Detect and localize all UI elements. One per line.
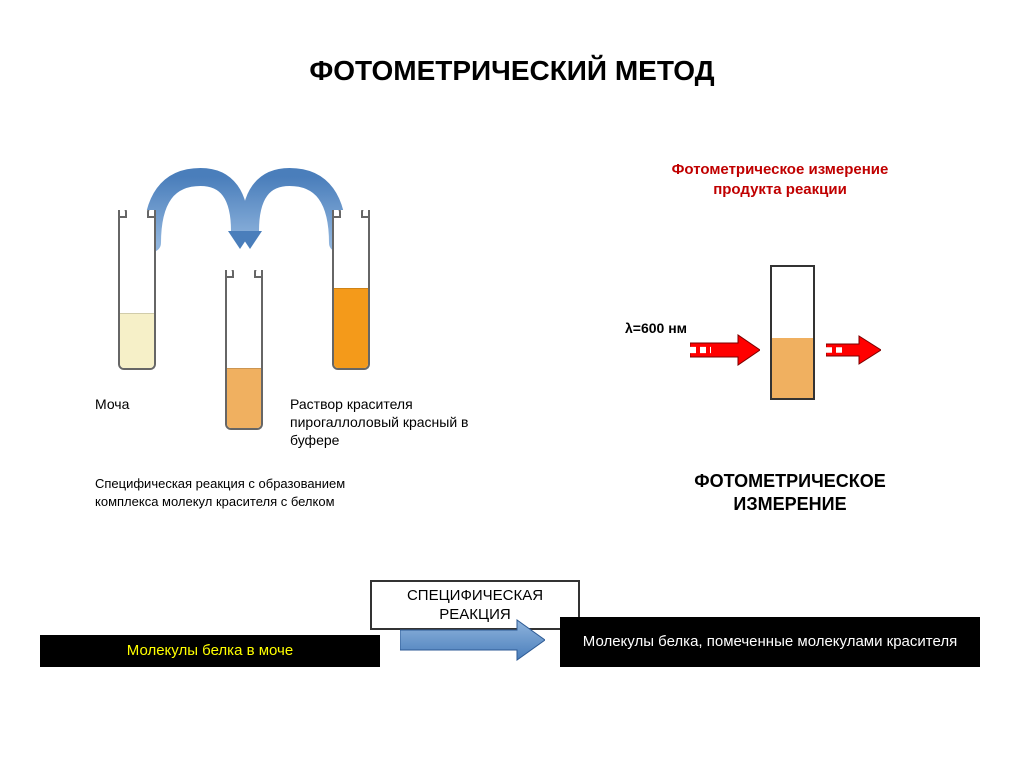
left-bar-text: Молекулы белка в моче — [127, 642, 293, 661]
left-black-bar: Молекулы белка в моче — [40, 635, 380, 667]
lambda-label: λ=600 нм — [625, 320, 687, 336]
label-dye: Раствор красителя пирогаллоловый красный… — [290, 395, 490, 450]
photometric-header: Фотометрическое измерение продукта реакц… — [660, 160, 900, 201]
mix-arrow-left — [140, 165, 250, 255]
reaction-caption: Специфическая реакция с образованием ком… — [95, 475, 375, 510]
photometric-arrow-in — [690, 333, 760, 367]
bottom-arrow — [400, 618, 545, 662]
tube-mix — [225, 270, 263, 430]
photometric-arrow-out — [826, 334, 881, 366]
tube-mix-liquid — [227, 368, 261, 428]
right-black-bar: Молекулы белка, помеченные молекулами кр… — [560, 617, 980, 667]
tube-urine — [118, 210, 156, 370]
cuvette — [770, 265, 815, 400]
right-bar-text: Молекулы белка, помеченные молекулами кр… — [583, 633, 957, 652]
tube-urine-liquid — [120, 313, 154, 368]
tube-dye — [332, 210, 370, 370]
measurement-title: ФОТОМЕТРИЧЕСКОЕ ИЗМЕРЕНИЕ — [640, 470, 940, 517]
cuvette-liquid — [772, 338, 813, 398]
tube-dye-liquid — [334, 288, 368, 368]
page-title: ФОТОМЕТРИЧЕСКИЙ МЕТОД — [0, 55, 1024, 87]
label-urine: Моча — [95, 395, 129, 413]
